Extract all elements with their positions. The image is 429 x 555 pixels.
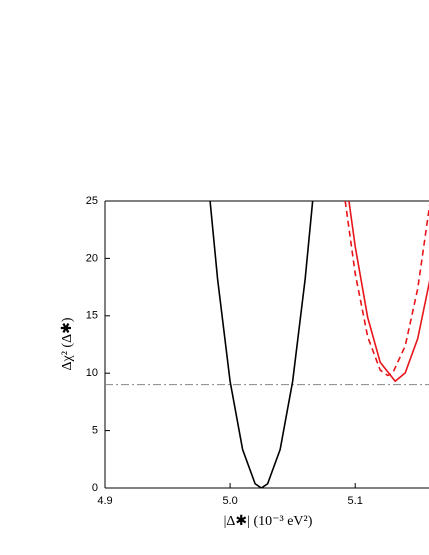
y-tick-label: 15 (86, 310, 98, 322)
x-tick-label: 5.1 (348, 495, 363, 507)
plot-area (105, 201, 429, 488)
y-axis-title: Δχ² (Δ✱) (60, 317, 75, 370)
x-tick-label: 4.9 (97, 495, 112, 507)
y-tick-label: 0 (92, 482, 98, 494)
x-axis-title: |Δ✱| (10⁻³ eV²) (224, 514, 313, 529)
x-tick-label: 5.0 (222, 495, 237, 507)
y-tick-label: 5 (92, 425, 98, 437)
y-tick-label: 25 (86, 195, 98, 207)
y-tick-label: 20 (86, 252, 98, 264)
curve (344, 201, 429, 377)
y-tick-label: 10 (86, 367, 98, 379)
curve (348, 201, 429, 383)
curve (209, 201, 314, 488)
